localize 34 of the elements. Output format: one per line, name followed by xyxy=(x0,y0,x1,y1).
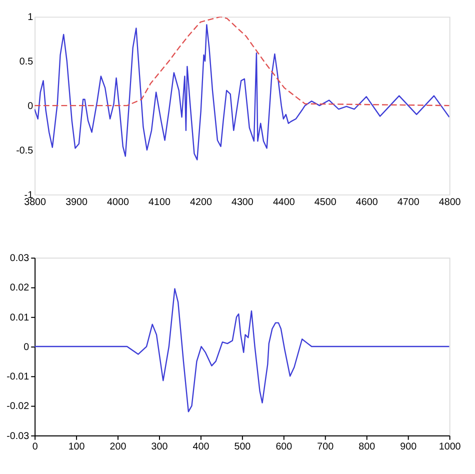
x-tick-label: 3900 xyxy=(66,196,88,208)
x-tick-label: 4600 xyxy=(356,196,378,208)
x-tick-label: 300 xyxy=(151,442,168,453)
y-tick-label: 0 xyxy=(28,101,34,112)
x-tick-label: 4300 xyxy=(231,196,254,208)
x-tick-label: 4100 xyxy=(148,196,171,208)
y-tick-label: 0.5 xyxy=(19,56,34,68)
x-tick-label: 700 xyxy=(317,442,334,453)
line-series xyxy=(34,24,450,160)
x-tick-label: 4700 xyxy=(397,196,420,208)
x-tick-label: 400 xyxy=(192,442,210,453)
y-tick-label: -0.02 xyxy=(6,401,30,412)
x-tick-label: 1000 xyxy=(438,442,462,453)
x-tick-label: 4000 xyxy=(107,196,130,208)
x-tick-label: 500 xyxy=(234,442,252,453)
x-tick-label: 100 xyxy=(68,442,86,453)
y-tick-label: 0.02 xyxy=(10,282,30,294)
x-tick-label: 600 xyxy=(276,442,293,453)
x-tick-label: 4400 xyxy=(272,196,296,208)
y-tick-label: 0 xyxy=(24,342,30,353)
y-tick-label: -0.03 xyxy=(6,430,30,442)
x-tick-label: 4200 xyxy=(190,196,212,208)
x-tick-label: 4500 xyxy=(314,196,337,208)
y-tick-label: 0.01 xyxy=(10,312,30,324)
y-tick-label: -0.5 xyxy=(16,145,34,156)
y-tick-label: 1 xyxy=(28,12,34,24)
x-tick-label: 200 xyxy=(110,442,127,453)
y-tick-label: 0.03 xyxy=(10,253,30,264)
x-tick-label: 900 xyxy=(400,442,418,453)
x-tick-label: 4800 xyxy=(438,196,462,208)
line-series xyxy=(34,16,450,106)
line-series xyxy=(34,288,450,412)
y-tick-label: -0.01 xyxy=(6,372,30,383)
x-tick-label: 800 xyxy=(358,442,376,453)
